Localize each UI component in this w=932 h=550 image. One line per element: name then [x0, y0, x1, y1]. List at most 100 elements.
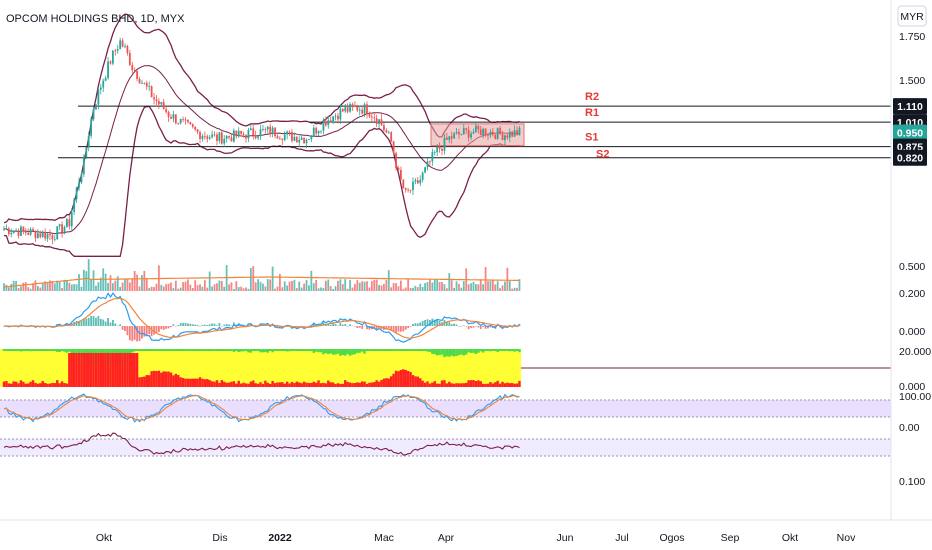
currency-button[interactable] [897, 5, 927, 27]
candle-body [87, 135, 90, 148]
macd-histogram-bar [305, 326, 308, 327]
macd-histogram-bar [395, 326, 397, 334]
volume-bar [402, 288, 405, 291]
volume-bar [426, 281, 429, 291]
candle-body [349, 104, 351, 112]
candle-body [327, 120, 330, 126]
candle-body [334, 115, 337, 117]
heat-green-segment [2, 349, 6, 351]
heat-green-segment [339, 349, 342, 356]
heat-green-segment [230, 349, 233, 351]
heat-green-segment [227, 349, 231, 351]
candle-body [462, 128, 465, 135]
time-axis[interactable]: Okt Dis 2022 Mac Apr Jun Jul Ogos Sep Okt Nov [96, 532, 856, 544]
volume-bar [269, 279, 272, 291]
heat-green-segment [27, 349, 30, 351]
heat-green-segment [486, 349, 490, 351]
volume-bar [266, 279, 269, 291]
macd-histogram-bar [402, 326, 405, 332]
candle-body [240, 130, 243, 134]
heat-green-segment [242, 349, 245, 352]
volume-bar [254, 282, 257, 291]
macd-histogram-bar [82, 318, 85, 326]
volume-bar [339, 279, 342, 291]
heat-green-segment [48, 349, 52, 351]
heat-red-segment [450, 383, 453, 387]
candle-body [332, 116, 335, 123]
heat-green-segment [223, 349, 226, 351]
heat-red-segment [106, 353, 110, 387]
heat-green-segment [155, 349, 158, 351]
heat-red-segment [89, 353, 93, 387]
volume-bar [22, 282, 25, 291]
heat-red-segment [484, 383, 487, 387]
heat-red-segment [290, 381, 294, 387]
heat-red-segment [116, 353, 119, 387]
volume-bar [448, 273, 451, 291]
heat-red-segment [102, 353, 105, 387]
heat-red-segment [344, 380, 347, 387]
heat-red-segment [452, 383, 456, 387]
volume-bar [143, 270, 146, 291]
macd-histogram-bar [387, 326, 390, 329]
macd-histogram-bar [298, 326, 301, 327]
candle-body [41, 231, 44, 237]
macd-histogram-bar [409, 326, 412, 327]
volume-bar [288, 281, 291, 291]
price-tick-label: 0.500 [899, 261, 925, 273]
price-badge-label: 0.820 [897, 153, 923, 165]
volume-bar [167, 283, 170, 291]
candle-body [390, 132, 393, 142]
heat-red-segment [368, 382, 371, 387]
candle-body [363, 104, 366, 114]
heat-green-segment [17, 349, 20, 351]
candle-body [491, 131, 494, 135]
volume-bar [499, 288, 501, 291]
heat-green-segment [232, 349, 236, 352]
macd-histogram-bar [477, 326, 480, 328]
heat-green-segment [334, 349, 337, 355]
volume-bar [504, 281, 506, 291]
volume-bar [121, 282, 124, 291]
volume-bar [513, 287, 516, 291]
heat-red-segment [421, 380, 424, 387]
heat-red-segment [135, 353, 139, 387]
candle-body [82, 157, 85, 175]
candle-body [247, 130, 250, 139]
candle-body [274, 127, 276, 137]
macd-histogram-bar [213, 323, 216, 326]
heat-green-segment [358, 349, 361, 353]
volume-bar [32, 283, 34, 291]
candle-body [467, 129, 470, 138]
heat-green-segment [319, 349, 323, 353]
macd-histogram-bar [220, 326, 223, 327]
candle-body [259, 129, 262, 137]
heat-green-segment [474, 349, 478, 354]
heat-green-segment [252, 349, 255, 352]
heat-red-segment [203, 379, 207, 387]
heat-green-segment [143, 349, 146, 351]
volume-bar [133, 270, 136, 291]
heat-green-segment [256, 349, 260, 351]
candle-body [70, 212, 73, 227]
heat-green-segment [218, 349, 221, 351]
heat-red-segment [433, 381, 436, 387]
volume-bar [49, 280, 51, 291]
macd-histogram-bar [165, 326, 168, 329]
heat-green-segment [254, 349, 257, 351]
macd-histogram-bar [148, 326, 151, 335]
candle-body [162, 102, 165, 110]
macd-histogram-bar [407, 326, 410, 329]
candle-body [203, 136, 206, 137]
price-axis[interactable]: 1.7501.5001.2500.5000.2000.00020.0000.00… [899, 31, 931, 488]
candle-body [141, 82, 143, 84]
candle-body [288, 131, 291, 133]
volume-bar [124, 279, 126, 291]
heat-red-segment [411, 375, 415, 387]
heat-green-segment [433, 349, 436, 355]
volume-bar [399, 280, 402, 291]
candle-body [516, 130, 518, 136]
macd-histogram-bar [429, 319, 431, 326]
candle-body [341, 109, 344, 112]
